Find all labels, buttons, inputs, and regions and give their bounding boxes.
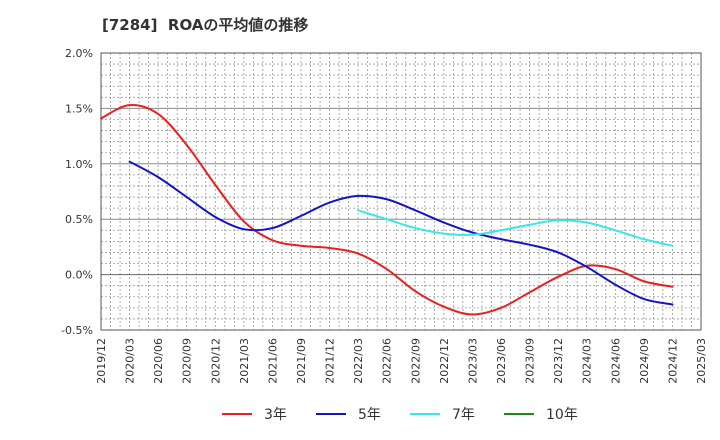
y-tick-label: 1.0% — [65, 158, 93, 171]
x-tick-label: 2024/06 — [609, 338, 622, 384]
data-point — [643, 281, 644, 282]
data-point — [501, 239, 502, 240]
data-point — [386, 219, 387, 220]
data-point — [329, 202, 330, 203]
y-tick-label: 0.0% — [65, 269, 93, 282]
series-line-3 — [357, 209, 674, 247]
x-tick-label: 2023/12 — [552, 338, 565, 384]
data-point — [358, 210, 359, 211]
data-point — [215, 216, 216, 217]
y-tick-label: 1.5% — [65, 102, 93, 115]
data-point — [501, 230, 502, 231]
data-point — [186, 144, 187, 145]
data-point — [443, 306, 444, 307]
data-point — [301, 215, 302, 216]
data-point — [615, 284, 616, 285]
x-tick-label: 2022/09 — [409, 338, 422, 384]
data-point — [358, 195, 359, 196]
legend: 3年 5年 7年 10年 — [222, 407, 578, 423]
data-point — [443, 222, 444, 223]
data-point — [472, 314, 473, 315]
y-tick-label: -0.5% — [61, 324, 93, 337]
data-point — [558, 276, 559, 277]
legend-label: 5年 — [358, 407, 381, 423]
x-tick-label: 2020/06 — [152, 338, 165, 384]
chart-title: [7284] ROAの平均値の推移 — [102, 16, 309, 34]
x-tick-label: 2022/03 — [352, 338, 365, 384]
x-tick-label: 2023/09 — [524, 338, 537, 384]
data-point — [215, 184, 216, 185]
x-tick-label: 2022/06 — [381, 338, 394, 384]
legend-label: 10年 — [546, 407, 578, 423]
x-tick-label: 2021/09 — [295, 338, 308, 384]
data-point — [643, 239, 644, 240]
data-point — [301, 245, 302, 246]
data-point — [415, 228, 416, 229]
data-point — [386, 199, 387, 200]
series-lines — [100, 103, 674, 316]
data-point — [501, 307, 502, 308]
data-point — [158, 177, 159, 178]
data-point — [243, 221, 244, 222]
data-point — [586, 266, 587, 267]
data-point — [129, 105, 130, 106]
data-point — [415, 291, 416, 292]
data-point — [358, 253, 359, 254]
x-tick-label: 2025/03 — [695, 338, 708, 384]
series-line-1 — [100, 103, 674, 316]
x-tick-label: 2024/03 — [581, 338, 594, 384]
x-tick-label: 2021/12 — [324, 338, 337, 384]
x-tick-label: 2019/12 — [95, 338, 108, 384]
x-tick-label: 2020/09 — [181, 338, 194, 384]
plot-border — [100, 52, 702, 331]
data-point — [386, 269, 387, 270]
data-point — [443, 233, 444, 234]
data-point — [415, 210, 416, 211]
data-point — [529, 224, 530, 225]
axes — [100, 52, 702, 331]
data-point — [558, 220, 559, 221]
data-point — [558, 252, 559, 253]
data-point — [101, 118, 102, 119]
x-tick-label: 2022/12 — [438, 338, 451, 384]
plot-area — [101, 53, 701, 330]
data-point — [672, 245, 673, 246]
data-point — [129, 161, 130, 162]
data-point — [615, 269, 616, 270]
legend-label: 7年 — [452, 407, 475, 423]
x-tick-label: 2021/06 — [266, 338, 279, 384]
data-point — [586, 222, 587, 223]
x-tick-label: 2023/06 — [495, 338, 508, 384]
data-point — [672, 304, 673, 305]
data-point — [329, 248, 330, 249]
grid — [101, 53, 701, 330]
data-point — [672, 286, 673, 287]
x-tick-label: 2024/09 — [638, 338, 651, 384]
x-tick-label: 2021/03 — [238, 338, 251, 384]
data-point — [643, 298, 644, 299]
y-axis-ticks: 2.0% 1.5% 1.0% 0.5% 0.0% -0.5% — [61, 47, 93, 337]
data-point — [186, 197, 187, 198]
data-point — [472, 234, 473, 235]
x-tick-label: 2020/12 — [209, 338, 222, 384]
y-tick-label: 0.5% — [65, 213, 93, 226]
x-tick-label: 2020/03 — [124, 338, 137, 384]
data-point — [472, 232, 473, 233]
data-point — [529, 244, 530, 245]
x-axis-ticks: 2019/12 2020/03 2020/06 2020/09 2020/12 2021/… — [95, 338, 708, 384]
data-point — [272, 228, 273, 229]
legend-label: 3年 — [264, 407, 287, 423]
y-tick-label: 2.0% — [65, 47, 93, 60]
data-point — [243, 229, 244, 230]
data-point — [615, 230, 616, 231]
series-line-2 — [128, 160, 674, 306]
data-point — [529, 292, 530, 293]
x-tick-label: 2023/03 — [466, 338, 479, 384]
x-tick-label: 2024/12 — [666, 338, 679, 384]
data-point — [158, 113, 159, 114]
data-point — [272, 240, 273, 241]
